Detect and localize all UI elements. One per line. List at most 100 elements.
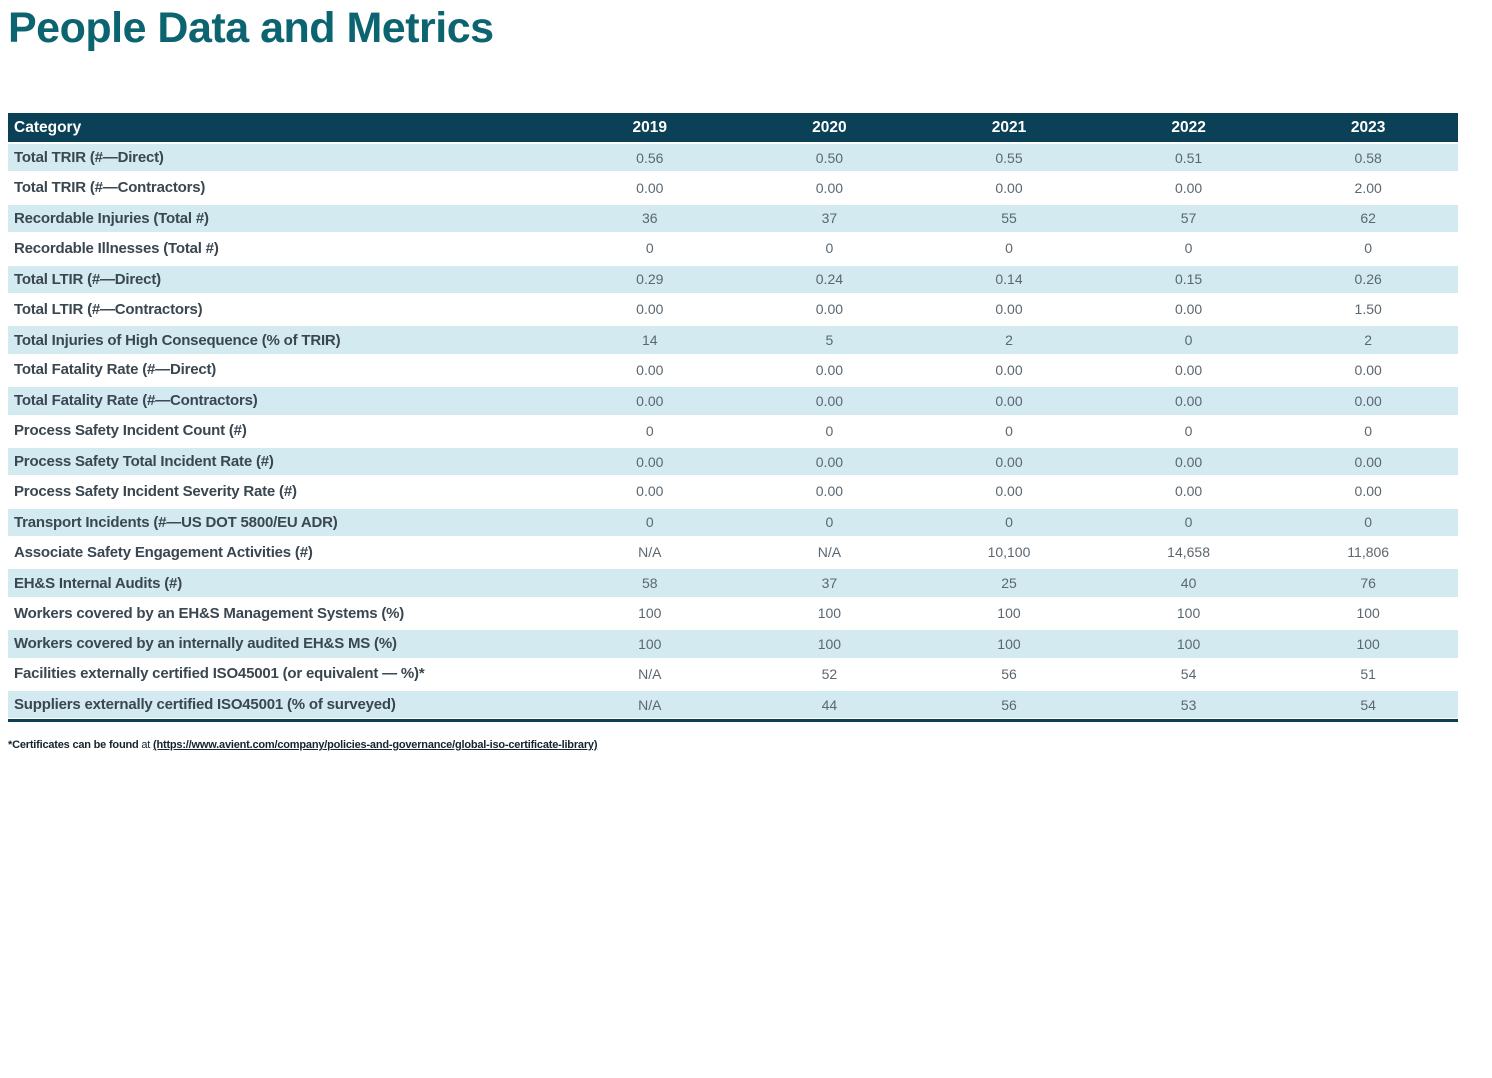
- cell-value: 2: [1005, 332, 1013, 349]
- cell-value: 58: [642, 575, 658, 592]
- cell-value: 0.58: [1354, 149, 1382, 166]
- metrics-table: Category 2019 2020 2021 2022 2023 Total TRIR …: [8, 113, 1458, 723]
- table-row: Process Safety Incident Count (#) 0 0 0 0 0: [8, 416, 1458, 446]
- row-label: Process Safety Incident Count (#): [14, 422, 247, 440]
- cell-value: 40: [1180, 575, 1197, 592]
- cell-value: 57: [1180, 210, 1197, 227]
- row-label: EH&S Internal Audits (#): [14, 574, 182, 592]
- cell-value: 100: [997, 605, 1021, 622]
- cell-value: 11,806: [1347, 544, 1390, 561]
- row-label: Total TRIR (#—Direct): [14, 149, 164, 167]
- row-label: Total TRIR (#—Contractors): [14, 179, 206, 197]
- cell-value: 10,100: [987, 544, 1031, 561]
- cell-value: 0.00: [636, 453, 664, 470]
- table-body: Total TRIR (#—Direct) 0.56 0.50 0.55 0.51 0.5…: [8, 142, 1458, 723]
- cell-value: 0.00: [1174, 301, 1203, 318]
- cell-value: 100: [1176, 635, 1201, 652]
- cell-value: 0: [1184, 240, 1193, 257]
- table-row: Workers covered by an EH&S Management Sy…: [8, 598, 1458, 628]
- cell-value: 0.00: [995, 301, 1023, 318]
- cell-value: 55: [1001, 210, 1017, 227]
- cell-value: 100: [817, 635, 842, 652]
- cell-value: 52: [821, 665, 838, 682]
- row-label: Process Safety Total Incident Rate (#): [14, 453, 274, 471]
- column-header-category: Category: [14, 118, 82, 136]
- cell-value: 0.14: [995, 271, 1023, 288]
- table-row: Total LTIR (#—Contractors) 0.00 0.00 0.00 0.…: [8, 294, 1458, 324]
- cell-value: 1.50: [1354, 301, 1382, 318]
- cell-value: 0.24: [815, 271, 844, 288]
- table-row: Process Safety Total Incident Rate (#) 0.…: [8, 445, 1458, 477]
- page-title: People Data and Metrics: [8, 4, 494, 52]
- cell-value: 0.00: [1174, 179, 1203, 196]
- cell-value: 0.00: [815, 453, 844, 470]
- table-row: Total LTIR (#—Direct) 0.29 0.24 0.14 0.15 0.2…: [8, 263, 1458, 294]
- cell-value: 25: [1001, 575, 1017, 592]
- table-row: EH&S Internal Audits (#) 58 37 25 40 76: [8, 567, 1458, 598]
- cell-value: 44: [821, 696, 838, 713]
- cell-value: 0.00: [1174, 361, 1203, 378]
- cell-value: 37: [821, 210, 838, 227]
- row-label: Associate Safety Engagement Activities (…: [14, 543, 313, 561]
- footnote: *Certificates can be found at (https://w…: [8, 739, 597, 751]
- row-label: Recordable Injuries (Total #): [14, 209, 209, 227]
- cell-value: 0.00: [815, 392, 844, 409]
- cell-value: 0.00: [995, 361, 1023, 378]
- row-label: Total LTIR (#—Contractors): [14, 300, 203, 318]
- cell-value: 0.00: [636, 179, 664, 196]
- row-label: Facilities externally certified ISO45001…: [14, 665, 425, 683]
- cell-value: 76: [1360, 575, 1376, 592]
- cell-value: 0.00: [815, 179, 844, 196]
- footnote-middle: at: [138, 739, 153, 751]
- cell-value: 0: [645, 514, 654, 531]
- cell-value: 5: [825, 332, 834, 349]
- cell-value: 0: [1184, 514, 1193, 531]
- cell-value: 37: [821, 575, 838, 592]
- cell-value: 100: [1176, 605, 1201, 622]
- cell-value: 0.00: [1174, 453, 1203, 470]
- cell-value: 0.55: [995, 149, 1023, 166]
- cell-value: 51: [1360, 665, 1376, 682]
- row-label: Total Fatality Rate (#—Direct): [14, 361, 217, 379]
- cell-value: 0.00: [636, 392, 664, 409]
- cell-value: 100: [638, 635, 662, 652]
- table-row: Total Injuries of High Consequence (% of…: [8, 324, 1458, 355]
- cell-value: 36: [642, 210, 658, 227]
- cell-value: N/A: [638, 696, 662, 713]
- row-label: Process Safety Incident Severity Rate (#…: [14, 482, 297, 500]
- row-label: Recordable Illnesses (Total #): [14, 239, 219, 257]
- table-row: Workers covered by an internally audited…: [8, 628, 1458, 659]
- cell-value: 0.00: [995, 453, 1023, 470]
- cell-value: 0: [645, 422, 654, 439]
- cell-value: 0.00: [1174, 392, 1203, 409]
- cell-value: N/A: [817, 544, 842, 561]
- cell-value: 0: [1184, 332, 1193, 349]
- table-row: Recordable Illnesses (Total #) 0 0 0 0 0: [8, 233, 1458, 263]
- table-row: Total TRIR (#—Direct) 0.56 0.50 0.55 0.51 0.5…: [8, 142, 1458, 173]
- cell-value: 0: [645, 240, 654, 257]
- cell-value: 0.00: [995, 483, 1023, 500]
- cell-value: 0.00: [815, 301, 844, 318]
- cell-value: 100: [997, 635, 1021, 652]
- cell-value: 2: [1364, 332, 1373, 349]
- cell-value: 0.00: [1354, 483, 1382, 500]
- cell-value: 0: [1184, 422, 1193, 439]
- table-row: Associate Safety Engagement Activities (…: [8, 537, 1458, 567]
- cell-value: 0: [1364, 422, 1373, 439]
- cell-value: N/A: [638, 544, 662, 561]
- row-label: Total Injuries of High Consequence (% of…: [14, 331, 341, 349]
- cell-value: 0.50: [815, 149, 844, 166]
- column-header-2021: 2021: [991, 118, 1027, 136]
- column-header-2022: 2022: [1171, 118, 1206, 136]
- cell-value: 0.00: [995, 179, 1023, 196]
- cell-value: 0: [1005, 240, 1013, 257]
- cell-value: 54: [1180, 665, 1197, 682]
- cell-value: 0: [825, 240, 834, 257]
- cell-value: 0.00: [815, 361, 844, 378]
- cell-value: 0: [1005, 514, 1013, 531]
- cell-value: 0.00: [636, 483, 664, 500]
- row-label: Total LTIR (#—Direct): [14, 270, 161, 288]
- table-row: Recordable Injuries (Total #) 36 37 55 57 62: [8, 202, 1458, 234]
- certificates-link[interactable]: (https://www.avient.com/company/policies…: [153, 739, 598, 751]
- cell-value: 14,658: [1167, 544, 1210, 561]
